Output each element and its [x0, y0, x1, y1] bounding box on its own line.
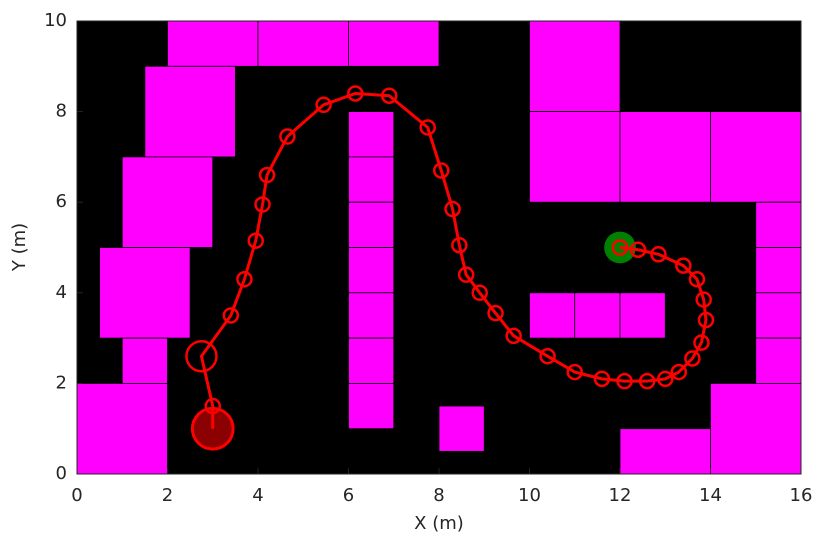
obstacle	[755, 201, 802, 248]
robot-pose	[254, 196, 271, 213]
obstacle	[76, 382, 168, 475]
robot-pose	[487, 304, 504, 322]
obstacle	[619, 111, 711, 203]
robot-pose	[505, 327, 522, 345]
obstacle	[438, 405, 485, 452]
obstacle	[121, 156, 214, 248]
obstacle	[755, 337, 802, 384]
robot-pose	[697, 311, 715, 329]
obstacle	[529, 20, 621, 112]
robot-pose	[444, 200, 461, 218]
robot-pose	[611, 239, 629, 256]
obstacle	[348, 292, 395, 339]
robot-pose	[471, 284, 488, 302]
robot-pose	[616, 372, 633, 390]
robot-pose	[539, 347, 556, 365]
robot-pose	[457, 266, 475, 283]
x-tick-label: 16	[790, 485, 813, 506]
robot-pose	[380, 87, 398, 104]
obstacle	[348, 156, 395, 203]
robot-pose	[629, 241, 647, 259]
y-tick-label: 0	[56, 463, 67, 484]
robot-pose	[222, 307, 240, 324]
obstacle	[529, 111, 621, 203]
x-tick-label: 8	[433, 485, 444, 506]
x-tick-label: 2	[162, 485, 173, 506]
robot-pose	[185, 339, 218, 373]
robot-pose	[258, 166, 276, 184]
robot-pose	[279, 128, 296, 145]
obstacle	[99, 247, 191, 339]
robot-pose	[566, 363, 583, 381]
obstacle	[755, 292, 802, 339]
obstacle	[755, 247, 802, 294]
robot-pose	[657, 370, 674, 388]
robot-pose	[433, 162, 450, 179]
obstacle	[257, 20, 349, 67]
x-tick-label: 14	[699, 485, 722, 506]
robot-pose	[236, 270, 253, 288]
obstacle	[348, 382, 395, 430]
x-tick-label: 4	[252, 485, 263, 506]
robot-pose	[419, 119, 436, 136]
x-axis-label: X (m)	[414, 513, 464, 534]
obstacle	[619, 292, 666, 339]
obstacle	[348, 20, 440, 67]
obstacle	[348, 111, 395, 158]
obstacle	[529, 292, 576, 339]
robot-pose	[593, 370, 611, 388]
y-tick-label: 10	[44, 10, 67, 31]
x-tick-label: 6	[343, 485, 354, 506]
obstacle	[574, 292, 621, 339]
obstacle	[348, 247, 395, 294]
y-axis-label: Y (m)	[9, 223, 30, 272]
robot-pose	[650, 246, 667, 263]
robot-pose	[695, 291, 712, 308]
robot-pose	[684, 350, 701, 367]
robot-pose	[204, 397, 221, 415]
robot-pose	[451, 236, 468, 254]
obstacle	[348, 337, 395, 384]
robot-pose	[638, 372, 656, 390]
robot-pose	[670, 363, 688, 381]
robot-pose	[315, 96, 332, 114]
robot-pose	[693, 334, 710, 351]
obstacle	[619, 428, 711, 475]
robot-pose	[247, 232, 264, 249]
obstacle	[710, 382, 802, 475]
obstacle	[167, 20, 259, 67]
y-tick-label: 4	[56, 282, 67, 303]
obstacle	[348, 201, 395, 248]
x-tick-label: 12	[609, 485, 632, 506]
obstacle	[121, 337, 168, 384]
x-tick-label: 10	[518, 485, 541, 506]
obstacle	[710, 111, 802, 203]
y-tick-label: 2	[56, 372, 67, 393]
obstacle	[144, 65, 236, 158]
y-tick-label: 6	[56, 191, 67, 212]
y-tick-label: 8	[56, 101, 67, 122]
robot-pose	[675, 257, 692, 274]
x-tick-label: 0	[71, 485, 82, 506]
robot-pose	[688, 270, 706, 288]
robot-pose	[347, 85, 364, 102]
